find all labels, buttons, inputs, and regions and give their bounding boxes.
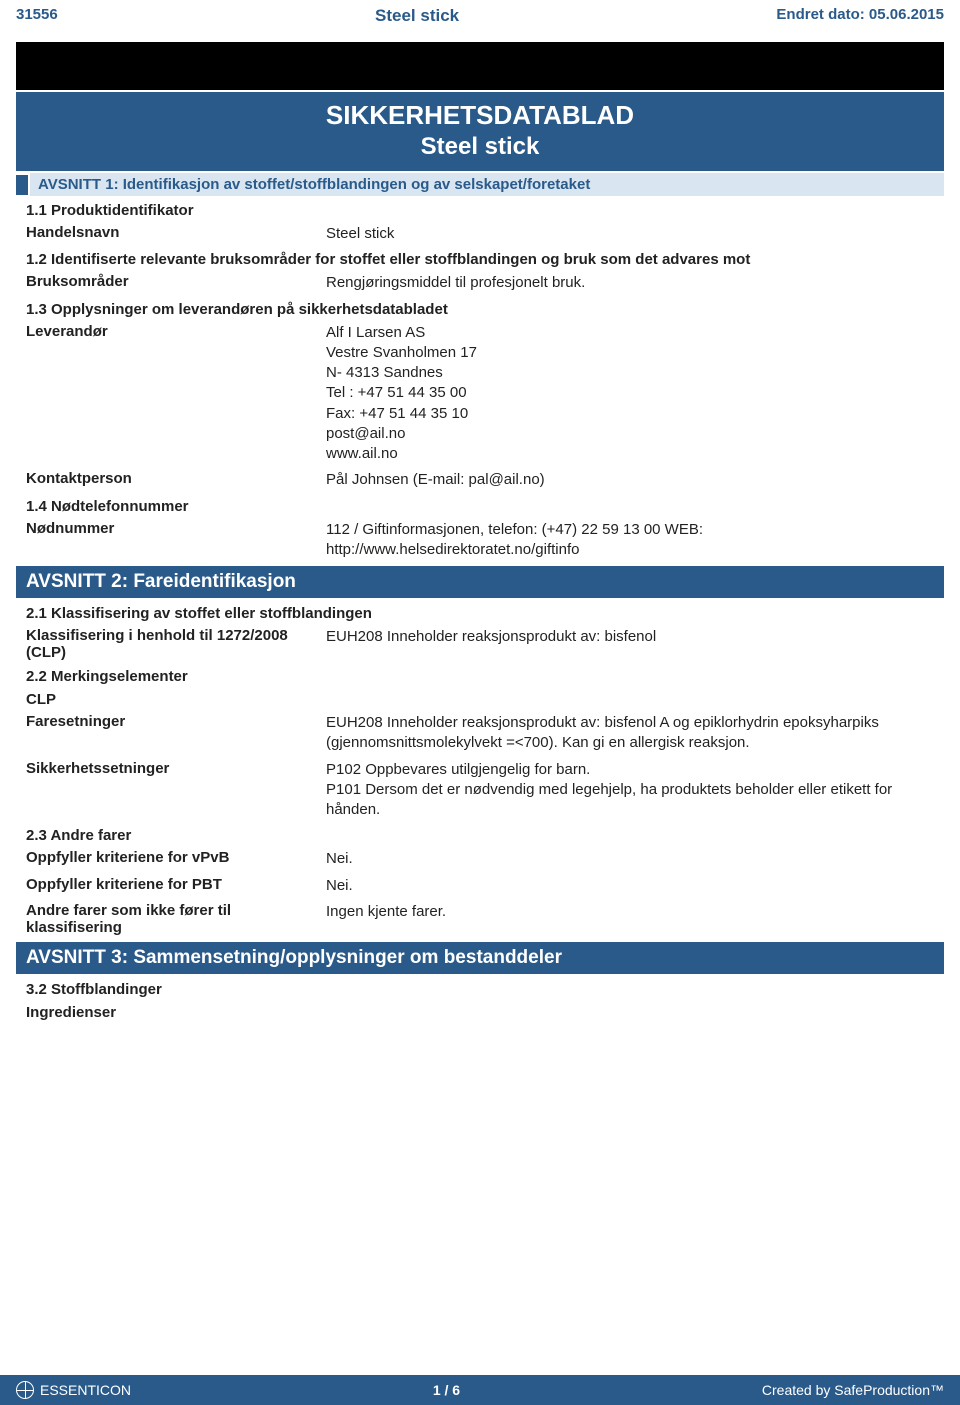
globe-icon — [16, 1381, 34, 1399]
andre-value: Ingen kjente farer. — [326, 902, 944, 936]
product-name: Steel stick — [375, 6, 459, 26]
section-3-heading: AVSNITT 3: Sammensetning/opplysninger om… — [16, 942, 944, 974]
kontakt-value: Pål Johnsen (E-mail: pal@ail.no) — [326, 470, 944, 490]
page-header: 31556 Steel stick Endret dato: 05.06.201… — [0, 0, 960, 30]
footer-page: 1 / 6 — [433, 1382, 460, 1398]
clp-label: CLP — [0, 687, 960, 710]
lever-value: Alf I Larsen AS Vestre Svanholmen 17 N- … — [326, 323, 944, 465]
bruks-label: Bruksområder — [26, 273, 326, 293]
fare-label: Faresetninger — [26, 713, 326, 754]
handelsnavn-value: Steel stick — [326, 224, 944, 244]
lever-label: Leverandør — [26, 323, 326, 465]
bruks-value: Rengjøringsmiddel til profesjonelt bruk. — [326, 273, 944, 293]
sub-2-3: 2.3 Andre farer — [0, 823, 960, 846]
sub-1-3: 1.3 Opplysninger om leverandøren på sikk… — [0, 297, 960, 320]
change-date: Endret dato: 05.06.2015 — [776, 6, 944, 26]
sikk-label: Sikkerhetssetninger — [26, 760, 326, 821]
footer-credit: Created by SafeProduction™ — [762, 1382, 944, 1398]
page-footer: ESSENTICON 1 / 6 Created by SafeProducti… — [0, 1375, 960, 1405]
row-vpvb: Oppfyller kriteriene for vPvB Nei. — [0, 846, 960, 872]
sub-1-2: 1.2 Identifiserte relevante bruksområder… — [0, 247, 960, 270]
sub-1-1: 1.1 Produktidentifikator — [0, 198, 960, 221]
klass-value: EUH208 Inneholder reaksjonsprodukt av: b… — [326, 627, 944, 661]
row-handelsnavn: Handelsnavn Steel stick — [0, 221, 960, 247]
row-klassifisering: Klassifisering i henhold til 1272/2008 (… — [0, 624, 960, 664]
row-bruksomrader: Bruksområder Rengjøringsmiddel til profe… — [0, 270, 960, 296]
kontakt-label: Kontaktperson — [26, 470, 326, 490]
footer-brand: ESSENTICON — [40, 1382, 131, 1398]
sub-3-2: 3.2 Stoffblandinger — [0, 977, 960, 1000]
black-bar — [16, 42, 944, 90]
title-line2: Steel stick — [16, 133, 944, 161]
sub-2-2: 2.2 Merkingselementer — [0, 664, 960, 687]
row-andre-farer: Andre farer som ikke fører til klassifis… — [0, 899, 960, 939]
title-line1: SIKKERHETSDATABLAD — [16, 100, 944, 131]
klass-label: Klassifisering i henhold til 1272/2008 (… — [26, 627, 326, 661]
sub-1-4: 1.4 Nødtelefonnummer — [0, 494, 960, 517]
andre-label: Andre farer som ikke fører til klassifis… — [26, 902, 326, 936]
vpvb-label: Oppfyller kriteriene for vPvB — [26, 849, 326, 869]
pbt-label: Oppfyller kriteriene for PBT — [26, 876, 326, 896]
section-1-heading: AVSNITT 1: Identifikasjon av stoffet/sto… — [28, 173, 944, 196]
row-kontakt: Kontaktperson Pål Johnsen (E-mail: pal@a… — [0, 467, 960, 493]
sikk-value: P102 Oppbevares utilgjengelig for barn. … — [326, 760, 944, 821]
section-1-bar: AVSNITT 1: Identifikasjon av stoffet/sto… — [16, 173, 944, 196]
vpvb-value: Nei. — [326, 849, 944, 869]
doc-id: 31556 — [16, 6, 58, 26]
footer-brand-group: ESSENTICON — [16, 1381, 131, 1399]
row-nodnummer: Nødnummer 112 / Giftinformasjonen, telef… — [0, 517, 960, 564]
section-marker — [16, 175, 28, 195]
document-title: SIKKERHETSDATABLAD Steel stick — [16, 92, 944, 171]
row-leverandor: Leverandør Alf I Larsen AS Vestre Svanho… — [0, 320, 960, 468]
nod-label: Nødnummer — [26, 520, 326, 561]
row-pbt: Oppfyller kriteriene for PBT Nei. — [0, 873, 960, 899]
row-faresetninger: Faresetninger EUH208 Inneholder reaksjon… — [0, 710, 960, 757]
section-2-heading: AVSNITT 2: Fareidentifikasjon — [16, 566, 944, 598]
nod-value: 112 / Giftinformasjonen, telefon: (+47) … — [326, 520, 944, 561]
handelsnavn-label: Handelsnavn — [26, 224, 326, 244]
fare-value: EUH208 Inneholder reaksjonsprodukt av: b… — [326, 713, 944, 754]
row-sikkerhetssetninger: Sikkerhetssetninger P102 Oppbevares util… — [0, 757, 960, 824]
ingredienser-label: Ingredienser — [0, 1000, 960, 1023]
pbt-value: Nei. — [326, 876, 944, 896]
sub-2-1: 2.1 Klassifisering av stoffet eller stof… — [0, 601, 960, 624]
